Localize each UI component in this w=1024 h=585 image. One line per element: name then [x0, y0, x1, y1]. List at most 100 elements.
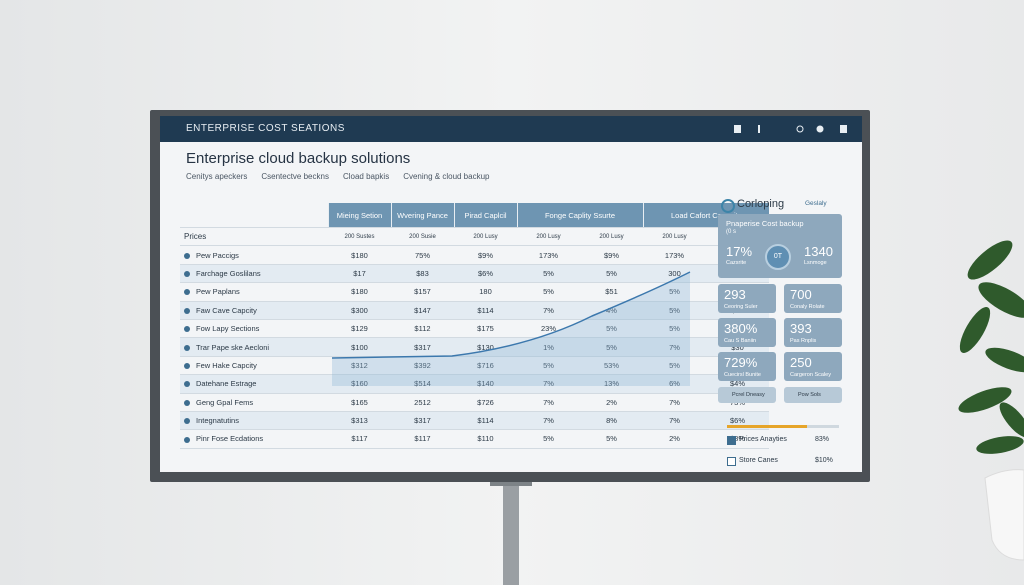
column-header: Fonge Caplity Ssurte: [516, 203, 643, 228]
cell-text: $6%: [729, 416, 745, 426]
cell: 1%: [517, 337, 580, 357]
cell-text: 7%: [543, 416, 554, 426]
cell: $51: [580, 282, 643, 302]
cell: 6%: [643, 374, 706, 394]
row-icon: [184, 436, 190, 443]
cell-text: 53%: [603, 360, 619, 370]
cell: $317: [391, 337, 454, 357]
row-label: Pinr Fose Ecdations: [180, 429, 328, 449]
stat-value: 17%: [726, 244, 753, 259]
cell: 7%: [517, 301, 580, 320]
cell: 5%: [643, 356, 706, 376]
check-value: $10%: [815, 457, 833, 464]
stat-tile: 729% Cuecirsl Bunite: [718, 352, 776, 381]
pricing-table: Mieing Setion Wvering Pance Pirad Caplcil F…: [180, 203, 769, 449]
cell-text: $157: [414, 287, 431, 297]
row-icon: [184, 344, 190, 351]
stat-tile: 393 Pas Rnplis: [784, 318, 842, 347]
cell-text: $112: [414, 324, 431, 334]
card-title: Pnaperise Cost backup: [726, 219, 804, 228]
cell-text: $30: [731, 342, 744, 352]
check-value: 83%: [815, 436, 830, 443]
cell: $392: [391, 356, 454, 376]
cell-text: 5%: [669, 287, 680, 297]
cell-text: 5%: [606, 434, 617, 444]
cell: $317: [391, 411, 454, 431]
card-subtitle: (0 s: [726, 229, 737, 235]
cell: $8%: [706, 429, 769, 449]
cell-text: $100: [351, 342, 368, 352]
cell-text: $4%: [729, 379, 745, 389]
header-title: ENTERPRISE COST SEATIONS: [186, 123, 345, 134]
cell-text: 2512: [414, 397, 431, 407]
cell-text: 5%: [543, 434, 554, 444]
tile-value: 250: [790, 355, 812, 370]
stat-tile: 250 Cargeron Scaley: [784, 352, 842, 381]
cell: $130: [454, 337, 517, 357]
cell: 5%: [580, 429, 643, 449]
cell-text: 8%: [606, 416, 617, 426]
stat-ring: 0T: [765, 244, 791, 270]
cell-text: 5%: [543, 360, 554, 370]
cell-text: 6%: [669, 379, 680, 389]
subheader: 200 Lusy: [643, 227, 706, 247]
cell-text: $160: [351, 379, 368, 389]
cell: $112: [391, 319, 454, 339]
cell-text: 7%: [543, 397, 554, 407]
cell-text: $312: [351, 360, 368, 370]
logo: Corloping: [737, 198, 785, 210]
tile-label: Ceoring Suler: [724, 304, 758, 310]
checkbox: [727, 436, 736, 445]
side-panel: Corloping Geslaly Pnaperise Cost backup (0 …: [707, 198, 852, 468]
cell: 53%: [580, 356, 643, 376]
row-icon: [184, 418, 190, 425]
mini-tile: Pcrel Dneasy: [718, 387, 776, 403]
subheader: 200 Susie: [391, 227, 454, 247]
stat-tile: 380% Cau S Baniin: [718, 318, 776, 347]
tile-value: 700: [790, 287, 812, 302]
cell-text: $8%: [729, 434, 745, 444]
row-icon: [184, 362, 190, 369]
cell-text: $114: [477, 416, 494, 426]
cell-text: 5%: [669, 305, 680, 315]
check-label: Store Canes: [739, 457, 778, 464]
cell: 180: [454, 282, 517, 302]
cell-text: 5%: [669, 360, 680, 370]
cell-text: $9%: [603, 250, 619, 260]
cell: 2512: [391, 393, 454, 412]
cell: 5%: [517, 356, 580, 376]
stat-tile: 293 Ceoring Suler: [718, 284, 776, 313]
cell: 8%: [580, 411, 643, 431]
cell: $117: [328, 429, 391, 449]
cell: $312: [328, 356, 391, 376]
cell: $110: [454, 429, 517, 449]
cell-text: 2%: [669, 434, 680, 444]
cell-text: Pew Paccigs: [196, 250, 239, 260]
cell: 13%: [580, 374, 643, 394]
cell: 5%: [580, 319, 643, 339]
stat-value: 1340: [804, 244, 833, 259]
cell: 23%: [517, 319, 580, 339]
cell-text: $147: [414, 305, 431, 315]
row-label: Datehane Estrage: [180, 374, 328, 394]
cell: $114: [454, 301, 517, 320]
subheader: 200 Lusy: [580, 227, 643, 247]
cell: $129: [328, 319, 391, 339]
cell: $17: [328, 264, 391, 284]
cell: $83: [391, 264, 454, 284]
row-label: Geng Gpal Fems: [180, 393, 328, 412]
cell-text: 23%: [540, 324, 556, 334]
cell: 7%: [517, 374, 580, 394]
cell-text: 5%: [543, 287, 554, 297]
column-header: Wvering Pance: [390, 203, 454, 228]
screen: ENTERPRISE COST SEATIONS Enterprise clou…: [160, 116, 862, 472]
cell: $9%: [454, 245, 517, 265]
cell-text: $317: [414, 416, 431, 426]
cell-text: $129: [351, 324, 368, 334]
cell-text: $175: [477, 324, 494, 334]
cell-text: 5%: [606, 342, 617, 352]
cell-text: Pinr Fose Ecdations: [196, 434, 264, 444]
cell-text: $83: [416, 268, 429, 278]
header-bar: ENTERPRISE COST SEATIONS: [160, 116, 862, 142]
